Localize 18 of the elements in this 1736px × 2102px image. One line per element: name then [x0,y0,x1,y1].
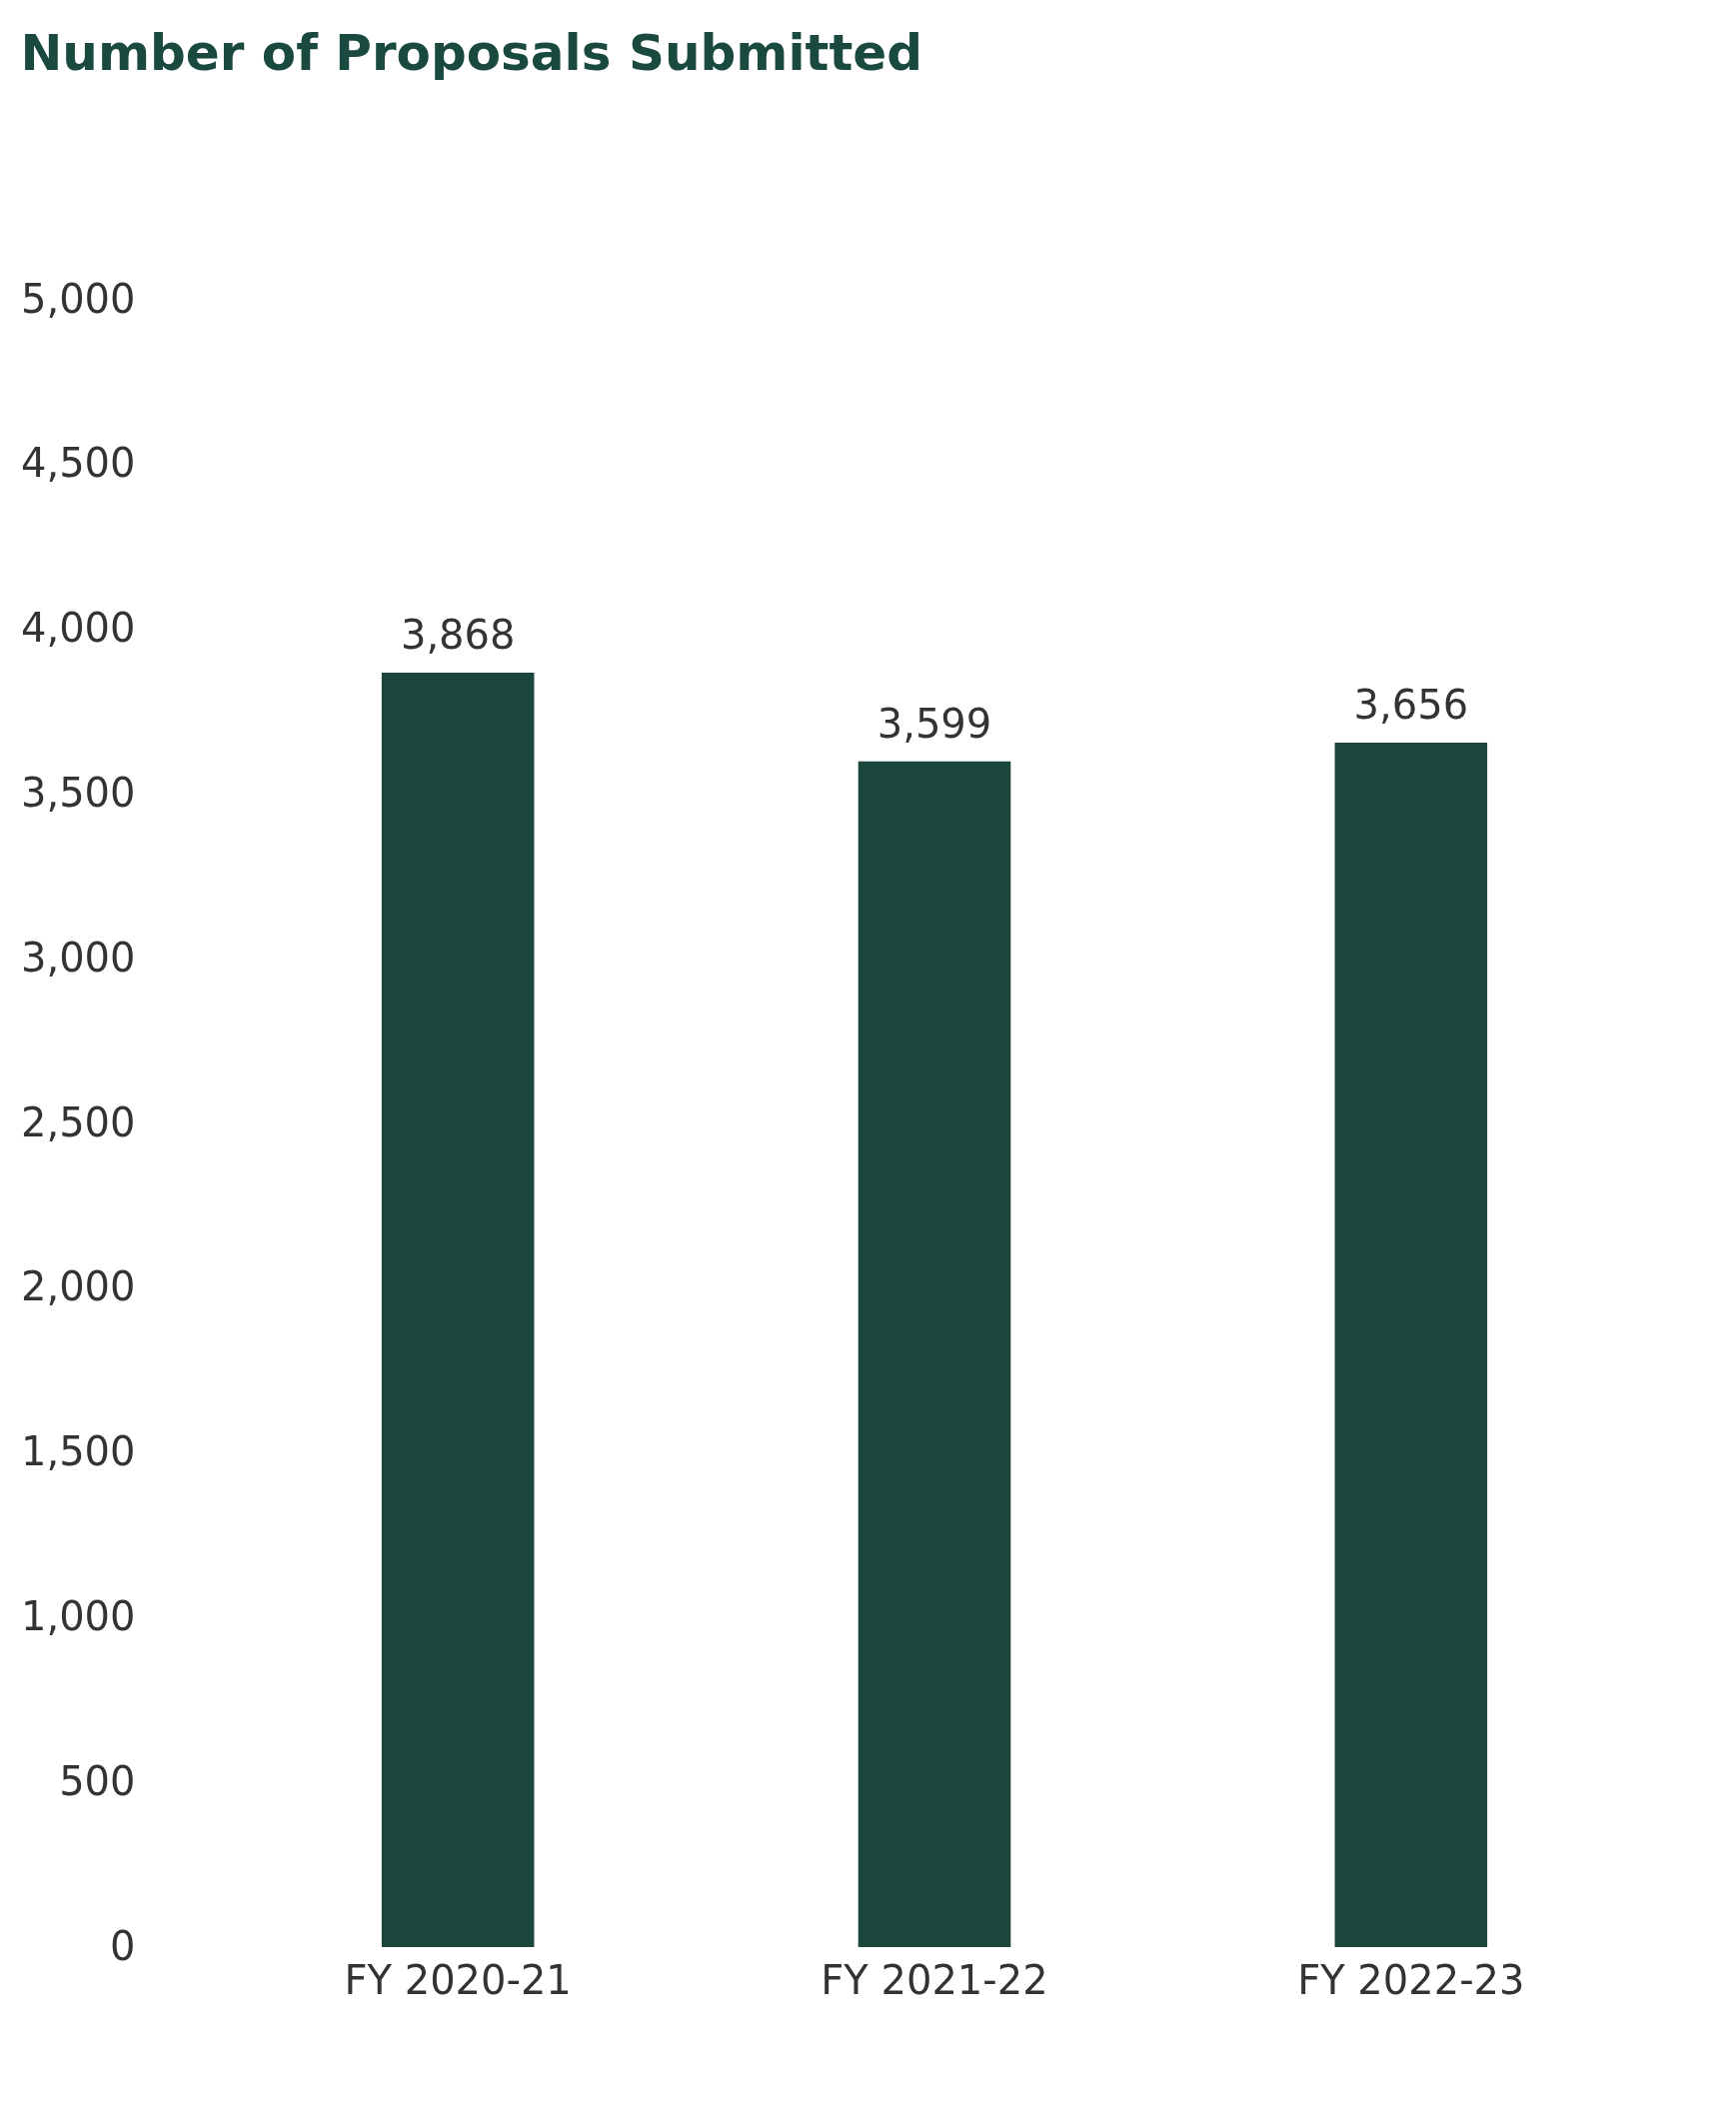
chart-title: Number of Proposals Submitted [20,24,923,82]
y-tick-label: 2,000 [20,1263,136,1310]
y-tick-label: 5,000 [20,275,136,322]
x-tick-label: FY 2020-21 [344,1956,572,2003]
data-label: 3,868 [400,612,516,659]
y-tick-label: 1,000 [20,1592,136,1639]
x-tick-label: FY 2021-22 [821,1956,1048,2003]
y-tick-label: 4,000 [20,605,136,652]
y-tick-label: 500 [59,1757,136,1804]
data-label: 3,656 [1353,681,1469,728]
y-tick-label: 3,000 [20,934,136,981]
data-label: 3,599 [876,700,992,747]
y-tick-label: 3,500 [20,769,136,816]
x-tick-label: FY 2022-23 [1297,1956,1525,2003]
y-tick-label: 2,500 [20,1098,136,1145]
y-tick-label: 1,500 [20,1428,136,1475]
y-tick-label: 0 [110,1922,136,1969]
y-tick-label: 4,500 [20,440,136,487]
